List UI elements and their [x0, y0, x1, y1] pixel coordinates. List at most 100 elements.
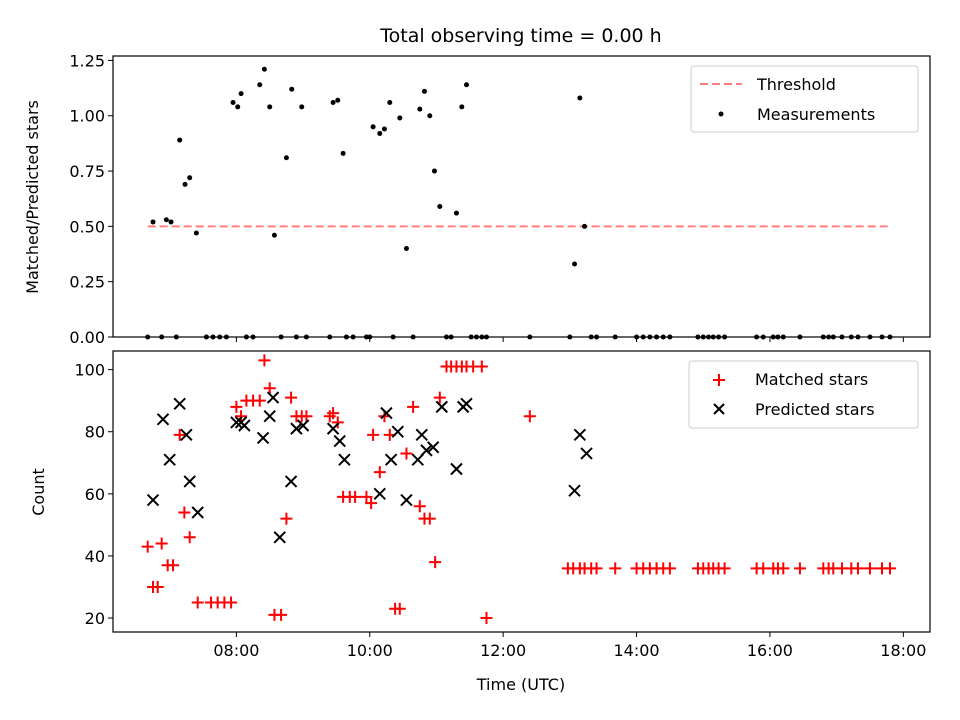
matched-star-point [851, 562, 864, 575]
top-legend: Threshold Measurements [690, 65, 919, 133]
measurement-point [463, 82, 469, 88]
top-y-tick-label: 0.00 [69, 328, 105, 347]
matched-star-point [523, 410, 536, 423]
predicted-star-point [238, 419, 251, 432]
measurement-point [403, 245, 409, 251]
predicted-star-point [415, 428, 429, 442]
matched-star-point [225, 596, 238, 609]
bottom-axes-frame [112, 350, 931, 633]
predicted-star-point [296, 419, 310, 432]
measurement-point [577, 95, 583, 101]
matched-star-point [331, 416, 344, 429]
bottom-panel: 20 40 60 80 100 08:00 10:00 12:00 14:00 16:00 18:0… [29, 350, 931, 694]
matched-star-point [275, 608, 288, 621]
predicted-star-point [380, 406, 393, 420]
matched-legend-label: Matched stars [755, 370, 868, 389]
measurement-point [271, 232, 277, 238]
predicted-star-point [273, 531, 286, 544]
matched-star-point [300, 410, 313, 423]
matched-star-point [349, 490, 362, 503]
matched-star-point [400, 447, 413, 460]
measurement-point [235, 104, 241, 110]
predicted-legend-label: Predicted stars [755, 400, 875, 419]
measurement-point [283, 155, 289, 161]
predicted-star-point [460, 397, 473, 410]
bottom-y-tick-label: 80 [85, 423, 105, 442]
measurement-point [417, 106, 423, 112]
top-panel: 0.00 0.25 0.50 0.75 1.00 1.25 Matched/Predict… [23, 51, 931, 347]
predicted-legend-marker [713, 403, 725, 415]
matched-star-point [178, 506, 191, 519]
matched-star-point [258, 354, 271, 367]
measurement-point [230, 99, 236, 105]
measurement-point [238, 91, 244, 97]
matched-star-point [151, 580, 164, 593]
bottom-y-tick-label: 100 [74, 361, 105, 380]
predicted-star-point [420, 444, 433, 457]
matched-star-point [475, 360, 488, 373]
matched-star-point [253, 394, 266, 407]
bottom-legend-box [688, 360, 919, 429]
matched-star-point [191, 596, 204, 609]
bottom-x-tick-label: 16:00 [747, 641, 793, 660]
matched-star-point [235, 410, 248, 423]
chart-title: Total observing time = 0.00 h [379, 25, 661, 47]
measurement-point [437, 203, 443, 209]
matched-star-point [423, 512, 436, 525]
measurement-point [193, 230, 199, 236]
predicted-star-point [290, 422, 303, 435]
measurement-point [387, 99, 393, 105]
predicted-star-point [183, 475, 196, 488]
matched-star-point [590, 562, 603, 575]
threshold-legend-label: Threshold [756, 75, 836, 94]
matched-star-point [183, 531, 196, 544]
predicted-star-point [435, 400, 449, 414]
measurement-point [335, 97, 341, 103]
matched-star-point [663, 562, 676, 575]
predicted-star-point [284, 475, 298, 488]
predicted-star-point [266, 391, 280, 404]
bottom-y-tick-label: 20 [85, 609, 105, 628]
measurement-point [261, 66, 267, 72]
predicted-star-point [263, 409, 276, 423]
matched-star-point [413, 500, 426, 513]
measurement-point [340, 150, 346, 156]
top-axes-frame [112, 55, 931, 338]
matched-star-point [230, 400, 243, 413]
matched-star-point [718, 562, 731, 575]
bottom-ticks: 20 40 60 80 100 08:00 10:00 12:00 14:00 16:00 18:0… [74, 361, 926, 660]
bottom-x-tick-label: 18:00 [880, 641, 926, 660]
matched-star-point [373, 466, 386, 479]
measurement-point [289, 86, 295, 92]
matched-star-point [777, 562, 790, 575]
measurement-point [582, 223, 588, 229]
predicted-star-point [146, 493, 160, 507]
matched-star-point [757, 562, 770, 575]
matched-star-point [263, 382, 276, 395]
x-axis-label: Time (UTC) [476, 675, 565, 694]
matched-star-point [367, 428, 380, 441]
measurements-legend-label: Measurements [757, 105, 875, 124]
measurement-point [330, 99, 336, 105]
measurement-point [459, 104, 465, 110]
matched-star-point [393, 602, 406, 615]
measurement-point [177, 137, 183, 143]
matched-star-point [155, 537, 168, 550]
predicted-star-point [384, 453, 398, 466]
predicted-star-point [163, 453, 176, 466]
measurement-point [572, 261, 578, 267]
matched-star-point [285, 391, 298, 404]
matched-star-point [280, 512, 293, 525]
predicted-star-point [256, 431, 270, 445]
matched-star-point [141, 540, 154, 553]
measurement-point [381, 126, 387, 132]
matched-star-point [173, 428, 186, 441]
matched-star-point [167, 559, 180, 572]
top-ticks: 0.00 0.25 0.50 0.75 1.00 1.25 [69, 51, 904, 347]
predicted-star-point [400, 493, 413, 507]
bottom-y-axis-label: Count [29, 468, 48, 516]
predicted-star-point [326, 422, 340, 435]
top-y-tick-label: 0.50 [69, 217, 105, 236]
top-y-tick-label: 0.25 [69, 273, 105, 292]
matched-star-point [360, 490, 373, 503]
